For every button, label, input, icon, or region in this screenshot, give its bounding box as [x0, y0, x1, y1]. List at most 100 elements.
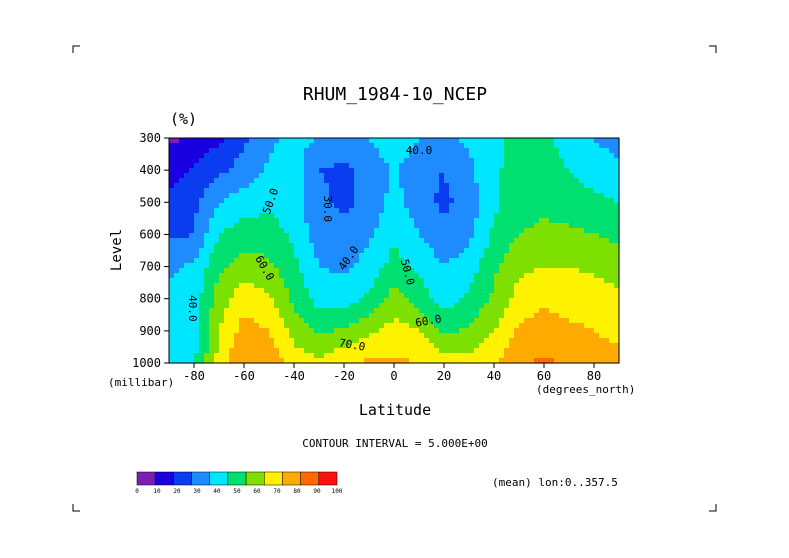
contour-cell	[389, 208, 395, 214]
contour-cell	[399, 283, 405, 289]
contour-cell	[224, 198, 230, 204]
contour-cell	[334, 358, 340, 364]
contour-cell	[359, 358, 365, 364]
contour-cell	[494, 163, 500, 169]
contour-cell	[199, 293, 205, 299]
contour-cell	[614, 193, 620, 199]
contour-cell	[209, 138, 215, 144]
contour-cell	[429, 178, 435, 184]
contour-cell	[519, 328, 525, 334]
contour-cell	[299, 208, 305, 214]
contour-cell	[429, 293, 435, 299]
contour-cell	[179, 263, 185, 269]
contour-cell	[604, 278, 610, 284]
contour-cell	[319, 278, 325, 284]
contour-cell	[494, 233, 500, 239]
contour-cell	[589, 258, 595, 264]
contour-cell	[229, 328, 235, 334]
contour-cell	[439, 163, 445, 169]
contour-cell	[244, 198, 250, 204]
contour-cell	[499, 158, 505, 164]
contour-cell	[604, 168, 610, 174]
contour-cell	[439, 158, 445, 164]
contour-cell	[574, 168, 580, 174]
contour-cell	[534, 338, 540, 344]
contour-cell	[504, 333, 510, 339]
contour-cell	[289, 228, 295, 234]
contour-cell	[569, 188, 575, 194]
contour-cell	[544, 178, 550, 184]
contour-cell	[354, 273, 360, 279]
contour-cell	[204, 228, 210, 234]
contour-cell	[309, 173, 315, 179]
contour-cell	[369, 298, 375, 304]
contour-cell	[189, 188, 195, 194]
contour-cell	[379, 258, 385, 264]
contour-cell	[194, 173, 200, 179]
contour-cell	[229, 288, 235, 294]
contour-cell	[269, 148, 275, 154]
contour-cell	[449, 188, 455, 194]
contour-cell	[539, 333, 545, 339]
contour-cell	[434, 293, 440, 299]
contour-cell	[329, 348, 335, 354]
contour-cell	[379, 173, 385, 179]
contour-cell	[224, 283, 230, 289]
contour-cell	[279, 338, 285, 344]
contour-cell	[584, 218, 590, 224]
contour-cell	[379, 148, 385, 154]
contour-cell	[594, 168, 600, 174]
contour-cell	[274, 243, 280, 249]
contour-cell	[439, 338, 445, 344]
contour-cell	[424, 148, 430, 154]
contour-cell	[294, 278, 300, 284]
contour-cell	[234, 273, 240, 279]
contour-cell	[544, 148, 550, 154]
x-tick-label: 20	[437, 369, 451, 383]
contour-cell	[534, 158, 540, 164]
contour-cell	[519, 183, 525, 189]
contour-cell	[344, 268, 350, 274]
contour-cell	[234, 158, 240, 164]
contour-cell	[349, 233, 355, 239]
contour-cell	[444, 323, 450, 329]
contour-cell	[284, 258, 290, 264]
contour-cell	[394, 143, 400, 149]
contour-cell	[569, 338, 575, 344]
contour-cell	[509, 318, 515, 324]
contour-cell	[519, 163, 525, 169]
contour-cell	[449, 178, 455, 184]
contour-cell	[244, 313, 250, 319]
contour-cell	[499, 358, 505, 364]
contour-cell	[254, 258, 260, 264]
contour-cell	[454, 268, 460, 274]
contour-cell	[179, 353, 185, 359]
contour-cell	[204, 243, 210, 249]
contour-cell	[209, 203, 215, 209]
contour-cell	[424, 323, 430, 329]
contour-cell	[349, 153, 355, 159]
contour-cell	[519, 268, 525, 274]
contour-cell	[464, 143, 470, 149]
contour-cell	[379, 208, 385, 214]
contour-cell	[384, 238, 390, 244]
contour-cell	[539, 258, 545, 264]
contour-cell	[564, 303, 570, 309]
contour-cell	[309, 238, 315, 244]
contour-cell	[289, 178, 295, 184]
contour-cell	[339, 273, 345, 279]
contour-cell	[249, 248, 255, 254]
contour-cell	[224, 173, 230, 179]
contour-cell	[614, 153, 620, 159]
contour-cell	[479, 348, 485, 354]
contour-cell	[574, 348, 580, 354]
contour-cell	[304, 198, 310, 204]
contour-cell	[289, 188, 295, 194]
contour-cell	[314, 318, 320, 324]
contour-cell	[514, 143, 520, 149]
contour-cell	[244, 278, 250, 284]
contour-cell	[484, 253, 490, 259]
contour-cell	[374, 168, 380, 174]
contour-cell	[464, 218, 470, 224]
contour-cell	[294, 318, 300, 324]
